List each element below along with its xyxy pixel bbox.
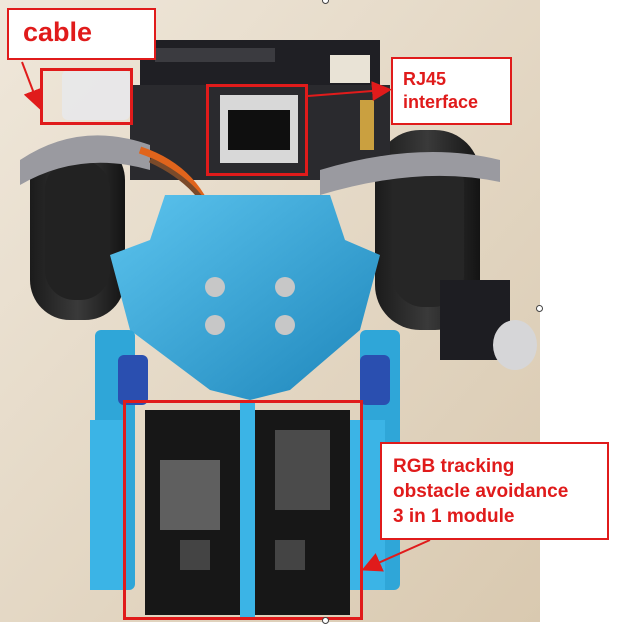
cable-label-text: cable: [23, 17, 93, 47]
rj45-interface-label: RJ45 interface: [391, 57, 512, 125]
ultrasonic-sensor: [440, 280, 537, 370]
cable-label: cable: [7, 8, 156, 60]
control-board: [130, 40, 390, 180]
sensor-module: [145, 400, 350, 620]
rj45-label-line2: interface: [403, 92, 479, 112]
rgb-module-label: RGB tracking obstacle avoidance 3 in 1 m…: [380, 442, 609, 540]
module-label-line3: 3 in 1 module: [393, 506, 515, 527]
module-label-line1: RGB tracking: [393, 456, 515, 477]
resize-handle-bottom[interactable]: [322, 617, 329, 624]
left-wheel: [30, 140, 125, 320]
resize-handle-top[interactable]: [322, 0, 329, 4]
rj45-label-line1: RJ45: [403, 69, 447, 89]
module-label-line2: obstacle avoidance: [393, 481, 569, 502]
resize-handle-right[interactable]: [536, 305, 543, 312]
